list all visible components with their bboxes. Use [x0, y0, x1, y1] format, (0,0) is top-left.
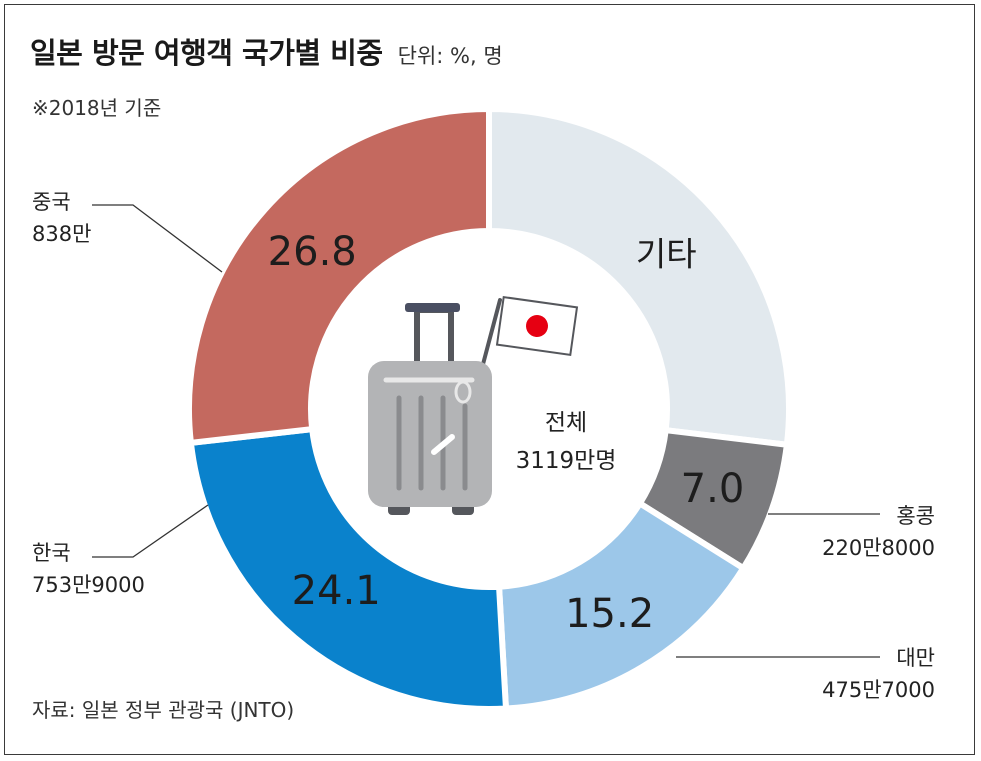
callout-taiwan-count: 475만7000 — [822, 678, 935, 702]
leader-lines — [92, 204, 880, 658]
luggage-tag-loop — [454, 380, 472, 404]
suitcase-handle — [414, 307, 454, 362]
slice-value-labels: 기타 7.0 15.2 24.1 26.8 — [268, 229, 745, 637]
japan-flag-icon — [495, 295, 579, 357]
callout-hongkong-count: 220만8000 — [822, 536, 935, 560]
callout-hongkong-name: 홍콩 — [896, 504, 935, 528]
basis-note: ※2018년 기준 — [32, 96, 162, 120]
callout-hongkong: 홍콩 220만8000 — [822, 500, 935, 564]
callout-china-count: 838만 — [32, 222, 92, 246]
callout-korea-count: 753만9000 — [32, 573, 145, 597]
callout-taiwan-name: 대만 — [896, 646, 935, 670]
suitcase-illustration — [368, 295, 579, 515]
slice-0 — [486, 105, 792, 449]
slice-value-label-1: 7.0 — [681, 466, 745, 512]
callout-korea: 한국 753만9000 — [32, 537, 145, 601]
center-label: 전체 — [545, 410, 587, 436]
title-row: 일본 방문 여행객 국가별 비중 단위: %, 명 — [30, 30, 503, 72]
leader-korea — [92, 504, 209, 558]
source-note: 자료: 일본 정부 관광국 (JNTO) — [32, 698, 295, 722]
suitcase-ribs — [396, 395, 468, 491]
donut-slices — [186, 105, 792, 712]
flag-pole — [480, 298, 502, 370]
slice-value-label-0: 기타 — [636, 235, 697, 274]
slice-value-label-2: 15.2 — [565, 591, 654, 637]
callout-taiwan: 대만 475만7000 — [822, 642, 935, 706]
center-total: 3119만명 — [516, 448, 617, 474]
leader-china — [92, 204, 223, 273]
callout-korea-name: 한국 — [32, 541, 71, 565]
callout-china: 중국 838만 — [32, 186, 91, 250]
callout-china-name: 중국 — [32, 190, 71, 214]
slice-3 — [187, 425, 510, 712]
unit-label: 단위: %, 명 — [397, 44, 503, 68]
suitcase-body — [368, 361, 492, 507]
slice-value-label-3: 24.1 — [292, 568, 381, 614]
slice-4 — [186, 105, 492, 447]
handle-grip — [405, 303, 460, 312]
slice-value-label-4: 26.8 — [268, 229, 357, 275]
chart-title: 일본 방문 여행객 국가별 비중 — [30, 36, 383, 70]
flag-sun — [526, 315, 548, 337]
luggage-tag — [431, 434, 455, 455]
